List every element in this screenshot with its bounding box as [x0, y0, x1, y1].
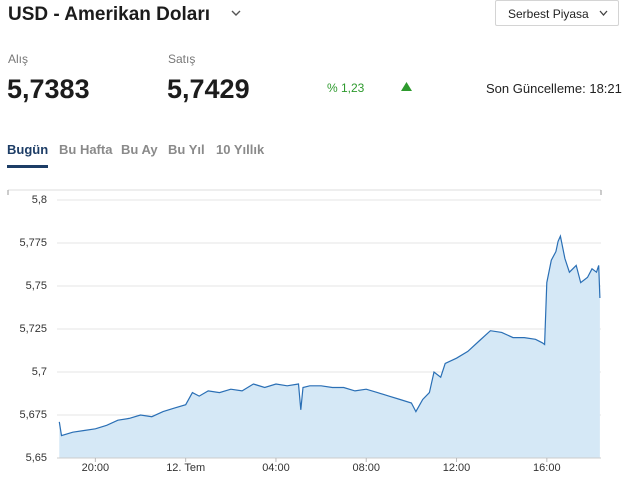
buy-label: Alış — [8, 52, 29, 66]
tab[interactable]: Bu Yıl — [168, 142, 205, 157]
tab[interactable]: Bu Hafta — [59, 142, 113, 157]
last-update: Son Güncelleme: 18:21 — [486, 81, 622, 96]
y-tick-label: 5,8 — [32, 194, 47, 206]
tab[interactable]: Bu Ay — [121, 142, 158, 157]
title-dropdown-icon[interactable] — [231, 10, 241, 18]
y-tick-label: 5,75 — [26, 280, 47, 292]
sell-value: 5,7429 — [167, 74, 250, 104]
up-arrow — [401, 82, 412, 91]
y-tick-label: 5,65 — [26, 452, 47, 464]
y-tick-label: 5,7 — [32, 366, 47, 378]
sell-label: Satış — [168, 52, 196, 66]
x-tick-label: 20:00 — [82, 462, 110, 474]
active-tab-underline — [7, 165, 48, 168]
market-select[interactable]: Serbest Piyasa — [495, 0, 619, 26]
chart: 5,65 5,675 5,7 5,725 5,75 5,775 5,8 20:00 12. Te… — [7, 189, 602, 474]
x-tick-label: 12:00 — [443, 462, 471, 474]
tab[interactable]: Bugün — [7, 142, 49, 157]
tab[interactable]: 10 Yıllık — [216, 142, 265, 157]
x-tick-label: 12. Tem — [166, 462, 205, 474]
line — [58, 234, 601, 437]
x-tick-label: 08:00 — [352, 462, 380, 474]
y-tick-label: 5,675 — [19, 409, 47, 421]
market-select-label: Serbest Piyasa — [508, 7, 589, 21]
y-tick-label: 5,725 — [19, 323, 47, 335]
y-tick-label: 5,775 — [19, 237, 47, 249]
change: % 1,23 — [327, 81, 365, 95]
x-tick-label: 16:00 — [533, 462, 561, 474]
area — [59, 236, 600, 458]
title: USD - Amerikan Doları — [8, 4, 211, 25]
x-tick-label: 04:00 — [262, 462, 290, 474]
buy-value: 5,7383 — [7, 74, 90, 104]
select-chevron — [599, 10, 608, 16]
